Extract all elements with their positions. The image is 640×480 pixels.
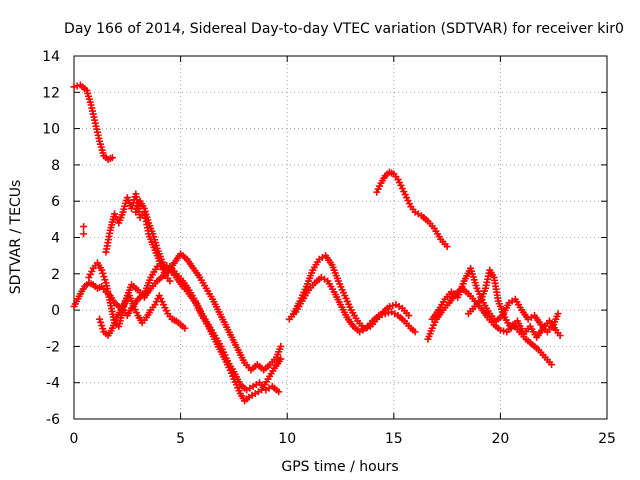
data-point: [405, 312, 413, 320]
data-point-interp: [99, 269, 107, 277]
x-tick-label: 5: [176, 431, 185, 447]
x-tick-label: 0: [70, 431, 79, 447]
data-point: [496, 326, 504, 334]
data-point: [556, 332, 564, 340]
x-tick-label: 10: [278, 431, 296, 447]
x-tick-label: 15: [385, 431, 403, 447]
data-point-interp: [99, 325, 107, 333]
data-point-interp: [98, 322, 106, 330]
y-tick-label: 0: [51, 303, 60, 319]
data-point: [98, 266, 106, 274]
data-point: [386, 302, 394, 310]
data-point: [443, 243, 451, 251]
y-tick-label: -2: [46, 339, 60, 355]
y-tick-label: 12: [42, 85, 60, 101]
data-point: [360, 324, 368, 332]
outlier-point: [80, 230, 88, 238]
data-point-interp: [101, 276, 109, 284]
y-tick-label: 6: [51, 194, 60, 210]
y-tick-label: 14: [42, 49, 60, 65]
y-tick-label: 10: [42, 122, 60, 138]
y-tick-label: 2: [51, 267, 60, 283]
data-point-interp: [500, 327, 508, 335]
data-point: [70, 83, 78, 91]
y-tick-label: -4: [46, 376, 60, 392]
data-point: [166, 277, 174, 285]
axis-ticks: 0 5 10 15 20 25 -6 -4 -2 0 2 4 6 8 10 12 14: [42, 49, 616, 447]
chart-title: Day 166 of 2014, Sidereal Day-to-day VTE…: [64, 21, 624, 37]
y-tick-label: -6: [46, 412, 60, 428]
x-axis-label: GPS time / hours: [281, 459, 398, 475]
x-tick-label: 20: [491, 431, 509, 447]
x-tick-label: 25: [598, 431, 616, 447]
data-point-interp: [73, 82, 81, 90]
data-point: [108, 154, 116, 162]
data-point: [411, 328, 419, 336]
plot-frame: [73, 55, 608, 420]
data-point: [181, 324, 189, 332]
data-point-interp: [363, 323, 371, 331]
outlier-point: [80, 223, 88, 231]
y-tick-label: 4: [51, 231, 60, 247]
grid: [74, 56, 607, 419]
y-tick-label: 8: [51, 158, 60, 174]
data-point: [96, 315, 104, 323]
y-axis-label: SDTVAR / TECUs: [8, 180, 24, 295]
data-point: [275, 388, 283, 396]
data-points: [70, 81, 564, 405]
data-point: [548, 361, 556, 369]
data-point-interp: [389, 302, 397, 310]
data-point-interp: [97, 318, 105, 326]
data-point: [277, 342, 285, 350]
data-point: [277, 355, 285, 363]
data-point-interp: [100, 273, 108, 281]
data-point: [554, 310, 562, 318]
